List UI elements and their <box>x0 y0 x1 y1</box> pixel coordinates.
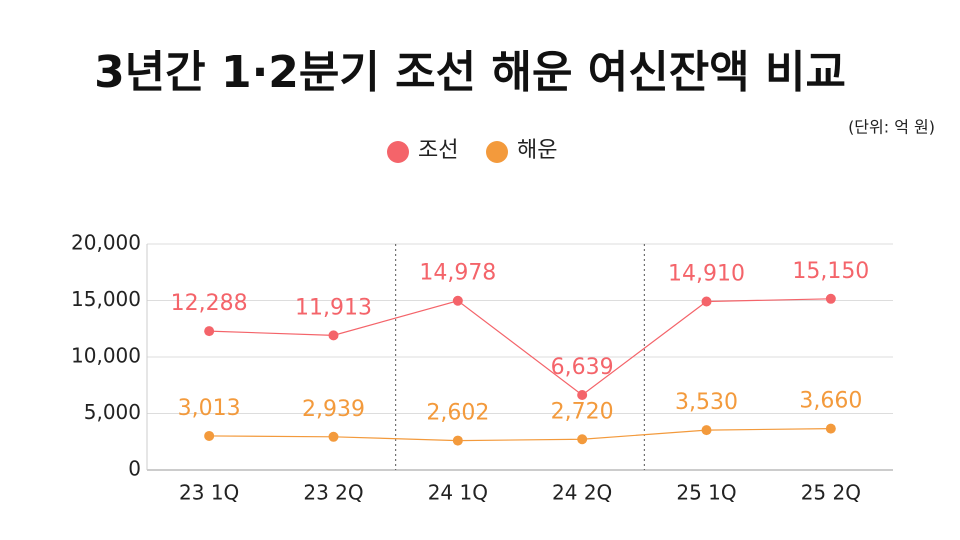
data-point <box>577 389 588 400</box>
data-label: 15,150 <box>792 259 869 284</box>
chart-title: 3년간 1·2분기 조선 해운 여신잔액 비교 <box>94 47 846 98</box>
data-label: 3,660 <box>799 389 862 414</box>
series-line <box>209 428 831 442</box>
data-point <box>701 296 712 307</box>
legend-swatch <box>486 141 508 163</box>
x-tick-label: 25 2Q <box>801 481 861 505</box>
data-label: 6,639 <box>551 355 614 380</box>
legend-label: 조선 <box>418 138 458 163</box>
data-point <box>204 326 215 337</box>
data-label: 2,939 <box>302 397 365 422</box>
data-point <box>701 425 712 436</box>
x-tick-label: 25 1Q <box>676 481 736 505</box>
y-tick-label: 15,000 <box>71 287 141 311</box>
data-point <box>825 423 836 434</box>
data-label: 2,720 <box>551 399 614 424</box>
data-label: 12,288 <box>171 291 248 316</box>
legend-label: 해운 <box>517 138 557 163</box>
series-line <box>209 298 831 396</box>
data-point <box>328 330 339 341</box>
y-tick-label: 10,000 <box>71 344 141 368</box>
data-label: 14,910 <box>668 262 745 287</box>
x-tick-label: 24 2Q <box>552 481 612 505</box>
x-tick-label: 24 1Q <box>428 481 488 505</box>
data-point <box>328 431 339 442</box>
data-point <box>452 435 463 446</box>
y-tick-label: 0 <box>128 457 141 481</box>
data-label: 11,913 <box>295 295 372 320</box>
x-tick-label: 23 1Q <box>179 481 239 505</box>
data-point <box>825 293 836 304</box>
x-tick-label: 23 2Q <box>303 481 363 505</box>
unit-label: (단위: 억 원) <box>848 118 935 137</box>
y-tick-label: 20,000 <box>71 231 141 255</box>
data-point <box>452 295 463 306</box>
legend-swatch <box>387 141 409 163</box>
data-label: 3,530 <box>675 390 738 415</box>
data-label: 2,602 <box>426 401 489 426</box>
data-point <box>577 434 588 445</box>
y-tick-label: 5,000 <box>84 400 141 424</box>
data-point <box>204 430 215 441</box>
data-label: 3,013 <box>178 396 241 421</box>
data-label: 14,978 <box>419 261 496 286</box>
